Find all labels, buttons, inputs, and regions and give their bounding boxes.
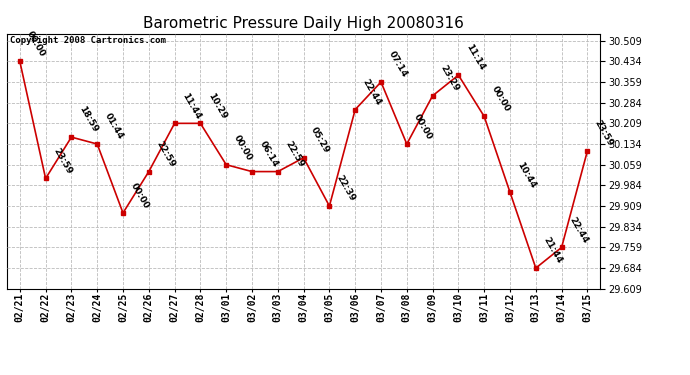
Text: 06:14: 06:14 <box>257 140 279 169</box>
Text: 11:14: 11:14 <box>464 43 486 72</box>
Text: 23:29: 23:29 <box>438 64 460 93</box>
Text: 21:44: 21:44 <box>542 236 564 265</box>
Text: 22:59: 22:59 <box>284 140 306 169</box>
Text: 00:00: 00:00 <box>490 85 511 114</box>
Text: 01:44: 01:44 <box>103 112 125 141</box>
Text: 00:00: 00:00 <box>413 112 434 141</box>
Text: 07:14: 07:14 <box>386 50 408 79</box>
Text: 22:44: 22:44 <box>361 77 383 107</box>
Text: 11:44: 11:44 <box>180 91 202 121</box>
Text: 23:59: 23:59 <box>51 146 73 176</box>
Text: 10:29: 10:29 <box>206 91 228 121</box>
Text: 22:44: 22:44 <box>567 215 589 244</box>
Text: 10:44: 10:44 <box>515 160 538 189</box>
Text: 00:00: 00:00 <box>128 181 150 210</box>
Title: Barometric Pressure Daily High 20080316: Barometric Pressure Daily High 20080316 <box>143 16 464 31</box>
Text: 22:59: 22:59 <box>155 140 177 169</box>
Text: 05:29: 05:29 <box>309 126 331 155</box>
Text: 00:00: 00:00 <box>232 133 254 162</box>
Text: 22:39: 22:39 <box>335 174 357 203</box>
Text: 00:00: 00:00 <box>26 30 47 58</box>
Text: Copyright 2008 Cartronics.com: Copyright 2008 Cartronics.com <box>10 36 166 45</box>
Text: 18:59: 18:59 <box>77 105 99 134</box>
Text: 23:59: 23:59 <box>593 119 615 148</box>
